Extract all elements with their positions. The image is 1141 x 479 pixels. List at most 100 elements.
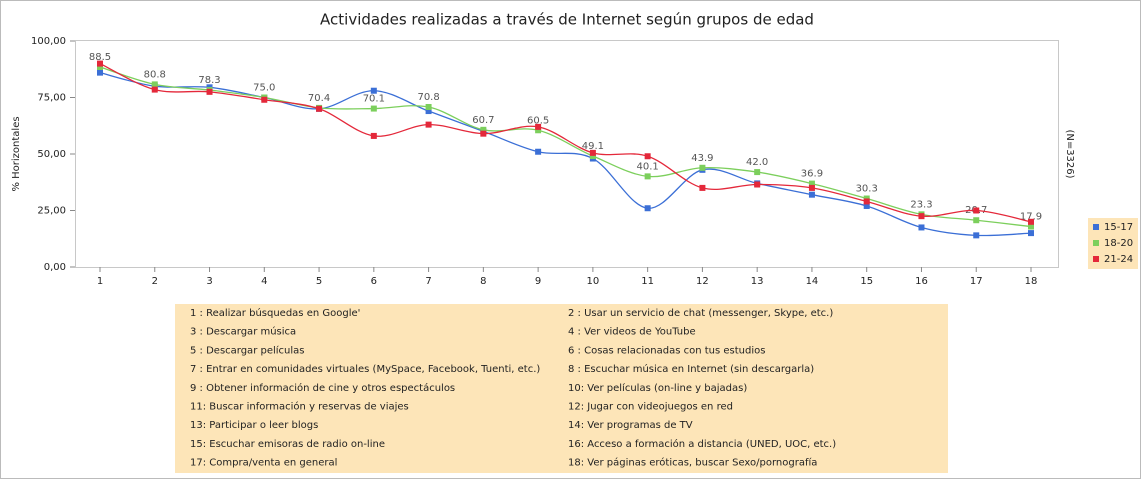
data-label: 75.0	[253, 83, 275, 94]
description-box	[175, 304, 948, 473]
category-description: 17: Compra/venta en general	[190, 458, 337, 469]
data-label: 49.1	[582, 141, 604, 152]
legend-swatch	[1093, 256, 1099, 262]
point	[480, 130, 487, 137]
point	[863, 198, 870, 205]
category-description: 12: Jugar con videojuegos en red	[568, 402, 733, 413]
series-line	[99, 66, 1032, 228]
category-description: 2 : Usar un servicio de chat (messenger,…	[568, 308, 833, 319]
point	[973, 217, 980, 224]
point	[535, 148, 542, 155]
point	[808, 184, 815, 191]
y-tick-label: 25,00	[37, 206, 66, 217]
point	[808, 180, 815, 187]
category-description: 18: Ver páginas eróticas, buscar Sexo/po…	[568, 457, 817, 469]
point	[699, 164, 706, 171]
category-description: 13: Participar o leer blogs	[190, 420, 318, 431]
x-tick-label: 8	[480, 276, 486, 287]
point	[754, 181, 761, 188]
point	[1028, 218, 1034, 225]
category-description: 9 : Obtener información de cine y otros …	[190, 382, 455, 394]
x-tick-label: 13	[751, 276, 764, 287]
point	[370, 87, 377, 94]
x-tick-label: 10	[587, 276, 600, 287]
legend-swatch	[1093, 224, 1099, 230]
point	[644, 173, 651, 180]
x-tick-label: 11	[641, 276, 654, 287]
point	[535, 123, 542, 130]
category-description: 6 : Cosas relacionadas con tus estudios	[568, 345, 765, 356]
point	[754, 169, 761, 176]
point	[644, 153, 651, 160]
point	[97, 63, 103, 70]
x-tick-label: 9	[535, 276, 541, 287]
x-tick-label: 3	[206, 276, 212, 287]
y-tick-label: 100,00	[31, 36, 66, 47]
point	[589, 153, 596, 160]
legend-label: 15-17	[1104, 222, 1133, 233]
point	[644, 205, 651, 212]
data-label: 42.0	[746, 157, 768, 168]
point	[863, 202, 870, 209]
point	[370, 132, 377, 139]
chart-title: Actividades realizadas a través de Inter…	[320, 11, 814, 29]
category-description: 16: Acceso a formación a distancia (UNED…	[568, 438, 836, 450]
x-tick-label: 16	[915, 276, 928, 287]
x-tick-label: 4	[261, 276, 267, 287]
data-label: 36.9	[801, 169, 823, 180]
y-axis-label: % Horizontales	[11, 116, 22, 191]
plot-area	[75, 40, 1059, 268]
category-description: 8 : Escuchar música en Internet (sin des…	[568, 363, 814, 375]
point	[261, 96, 268, 103]
data-label: 70.4	[308, 93, 330, 104]
category-description: 5 : Descargar películas	[190, 344, 305, 356]
y-tick-label: 75,00	[37, 93, 66, 104]
category-description: 11: Buscar información y reservas de via…	[190, 401, 409, 413]
point	[808, 191, 815, 198]
point	[1028, 230, 1034, 237]
point	[425, 103, 432, 110]
point	[589, 149, 596, 156]
point	[918, 213, 925, 220]
point	[918, 224, 925, 231]
series-line	[99, 63, 1032, 223]
x-tick-label: 6	[371, 276, 377, 287]
point	[97, 60, 103, 67]
legend-label: 21-24	[1104, 254, 1133, 265]
x-tick-label: 7	[425, 276, 431, 287]
point	[973, 207, 980, 214]
point	[973, 232, 980, 239]
x-tick-label: 12	[696, 276, 709, 287]
point	[1028, 223, 1034, 230]
x-tick-label: 1	[97, 276, 103, 287]
side-note: (N=3326)	[1064, 129, 1075, 178]
y-tick-label: 50,00	[37, 149, 66, 160]
x-tick-label: 17	[970, 276, 983, 287]
data-label: 70.1	[363, 94, 385, 105]
category-description: 15: Escuchar emisoras de radio on-line	[190, 439, 385, 450]
point	[151, 81, 158, 88]
data-label: 60.5	[527, 115, 549, 126]
category-description: 4 : Ver videos de YouTube	[568, 327, 696, 338]
category-description: 3 : Descargar música	[190, 326, 296, 338]
x-tick-label: 15	[860, 276, 873, 287]
point	[370, 105, 377, 112]
category-description: 1 : Realizar búsquedas en Google'	[190, 307, 360, 319]
y-tick-label: 0,00	[44, 262, 66, 273]
category-description: 7 : Entrar en comunidades virtuales (MyS…	[190, 364, 540, 375]
point	[151, 86, 158, 93]
x-tick-label: 5	[316, 276, 322, 287]
point	[425, 121, 432, 128]
data-label: 70.8	[417, 92, 439, 103]
point	[699, 184, 706, 191]
data-label: 30.3	[856, 184, 878, 195]
data-label: 23.3	[910, 199, 932, 210]
legend-label: 18-20	[1104, 238, 1133, 249]
data-label: 60.7	[472, 115, 494, 126]
x-tick-label: 18	[1025, 276, 1038, 287]
legend-swatch	[1093, 240, 1099, 246]
data-label: 88.5	[89, 52, 111, 63]
category-description: 10: Ver películas (on-line y bajadas)	[568, 382, 747, 394]
category-description: 14: Ver programas de TV	[568, 420, 693, 431]
